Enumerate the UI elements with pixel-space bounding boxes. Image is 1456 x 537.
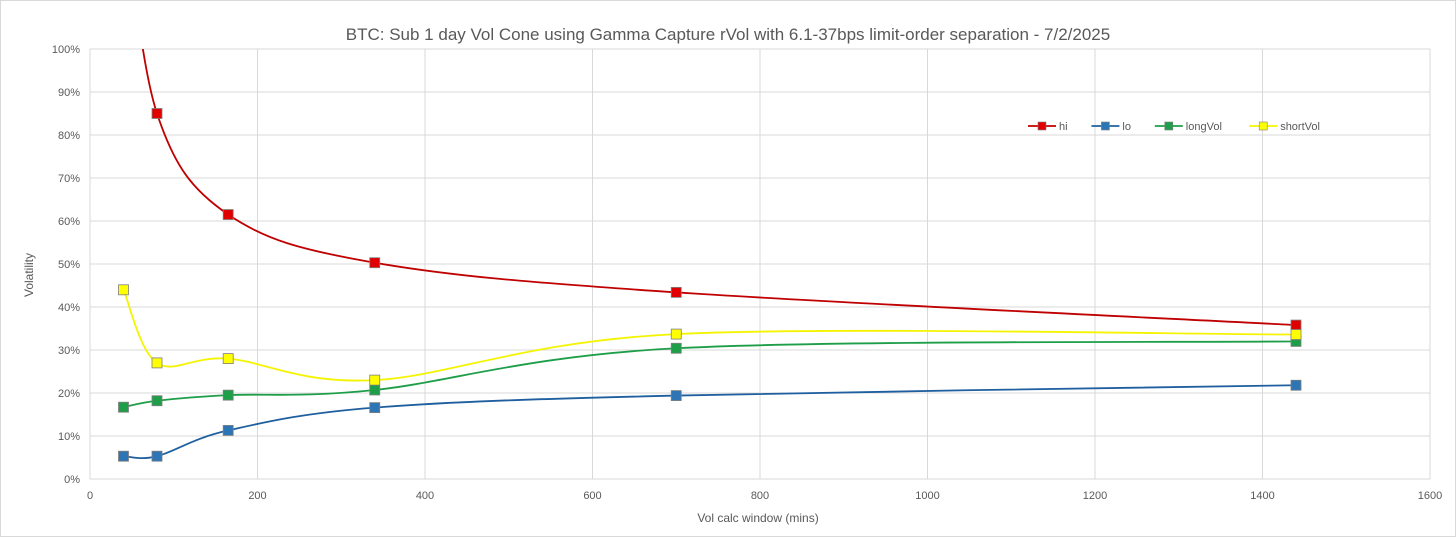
x-tick-label: 1000 xyxy=(915,490,939,502)
y-tick-label: 100% xyxy=(52,44,80,56)
y-tick-label: 90% xyxy=(58,87,80,99)
data-point-shortVol xyxy=(369,374,381,386)
x-tick-label: 800 xyxy=(751,490,769,502)
y-tick-label: 80% xyxy=(58,130,80,142)
x-axis-label: Vol calc window (mins) xyxy=(697,511,818,525)
legend-marker-shortVol xyxy=(1258,121,1268,131)
y-tick-label: 60% xyxy=(58,216,80,228)
y-tick-label: 20% xyxy=(58,388,80,400)
data-point-hi xyxy=(222,209,234,220)
x-tick-label: 1200 xyxy=(1083,490,1107,502)
y-tick-label: 70% xyxy=(58,173,80,185)
data-point-hi xyxy=(1290,319,1302,331)
legend-marker-lo xyxy=(1101,121,1110,131)
data-point-longVol xyxy=(222,389,234,401)
legend-label-hi: hi xyxy=(1059,121,1068,133)
series-lines xyxy=(122,49,1297,459)
data-point-longVol xyxy=(151,395,163,407)
series-line-shortVol xyxy=(122,289,1297,382)
data-point-lo xyxy=(151,450,163,462)
data-point-shortVol xyxy=(1290,329,1302,340)
x-tick-label: 200 xyxy=(248,490,266,502)
legend-label-lo: lo xyxy=(1122,121,1131,133)
y-tick-label: 0% xyxy=(64,474,80,486)
legend-label-longVol: longVol xyxy=(1186,121,1222,133)
y-tick-label: 50% xyxy=(58,259,80,271)
data-point-shortVol xyxy=(151,357,163,369)
chart-title: BTC: Sub 1 day Vol Cone using Gamma Capt… xyxy=(346,25,1110,44)
data-point-longVol xyxy=(118,401,129,413)
series-markers xyxy=(118,108,1302,462)
gridlines xyxy=(89,48,1431,480)
legend-label-shortVol: shortVol xyxy=(1280,121,1320,133)
data-point-longVol xyxy=(369,384,381,396)
y-tick-label: 40% xyxy=(58,302,80,314)
legend-marker-longVol xyxy=(1164,121,1174,131)
tick-labels: 0% 10% 20% 30% 40% 50% 60% 70% 80% 90% 100% 0 200 400… xyxy=(52,44,1442,502)
data-point-shortVol xyxy=(222,353,234,365)
data-point-lo xyxy=(670,390,682,401)
data-point-hi xyxy=(369,257,381,269)
series-line-longVol xyxy=(123,340,1297,409)
data-point-shortVol xyxy=(118,284,129,296)
data-point-hi xyxy=(670,286,682,298)
data-point-lo xyxy=(222,425,234,436)
legend: hi lo longVol shortVol xyxy=(1028,121,1320,133)
x-tick-label: 1600 xyxy=(1418,490,1442,502)
x-tick-label: 0 xyxy=(87,490,93,502)
data-point-longVol xyxy=(670,342,682,354)
legend-marker-hi xyxy=(1037,121,1047,131)
x-tick-label: 600 xyxy=(583,490,601,502)
series-line-lo xyxy=(123,384,1297,459)
x-tick-label: 1400 xyxy=(1250,490,1274,502)
y-axis-label: Volatility xyxy=(22,253,36,297)
y-tick-label: 30% xyxy=(58,345,80,357)
x-tick-label: 400 xyxy=(416,490,434,502)
data-point-hi xyxy=(151,108,163,119)
data-point-lo xyxy=(369,402,381,414)
y-tick-label: 10% xyxy=(58,431,80,443)
data-point-lo xyxy=(118,450,129,462)
data-point-lo xyxy=(1290,379,1302,391)
data-point-shortVol xyxy=(670,328,682,340)
